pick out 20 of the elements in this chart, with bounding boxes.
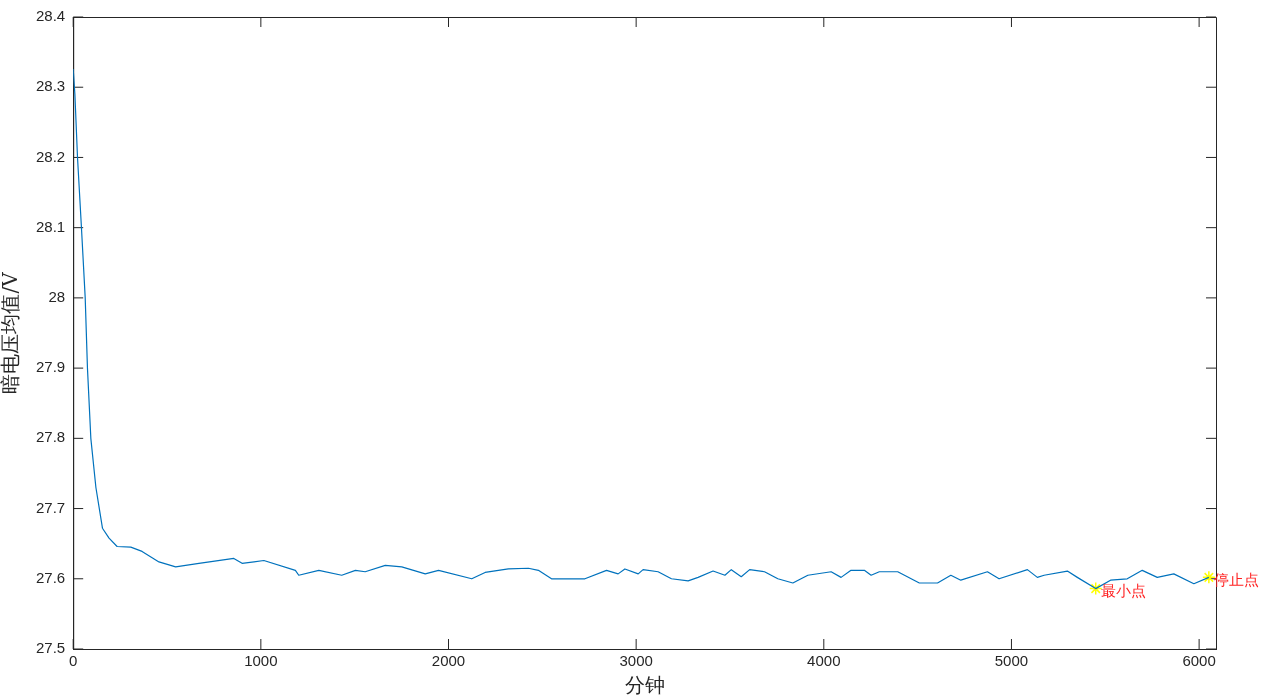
- x-tick-label: 0: [69, 652, 78, 670]
- y-tick-label: 28.4: [35, 7, 66, 25]
- y-tick-label: 28.1: [35, 217, 66, 235]
- y-tick-label: 28: [48, 288, 66, 306]
- y-tick-label: 27.5: [35, 639, 66, 657]
- x-axis-title: 分钟: [624, 673, 665, 698]
- y-tick-label: 27.9: [35, 358, 66, 376]
- x-tick-label: 6000: [1182, 652, 1216, 670]
- y-tick-label: 28.3: [35, 77, 66, 95]
- x-tick-label: 3000: [619, 652, 653, 670]
- x-tick-label: 5000: [994, 652, 1029, 670]
- x-tick-label: 2000: [431, 652, 466, 670]
- y-tick-label: 28.2: [35, 147, 66, 165]
- y-tick-label: 27.6: [35, 568, 66, 586]
- x-tick-label: 1000: [244, 652, 278, 670]
- x-tick-label: 4000: [807, 652, 841, 670]
- annotation: 最小点: [1100, 582, 1146, 601]
- y-tick-label: 27.7: [35, 498, 66, 516]
- y-tick-label: 27.8: [35, 428, 66, 446]
- y-axis-title: 暗电压均值/V: [0, 271, 23, 394]
